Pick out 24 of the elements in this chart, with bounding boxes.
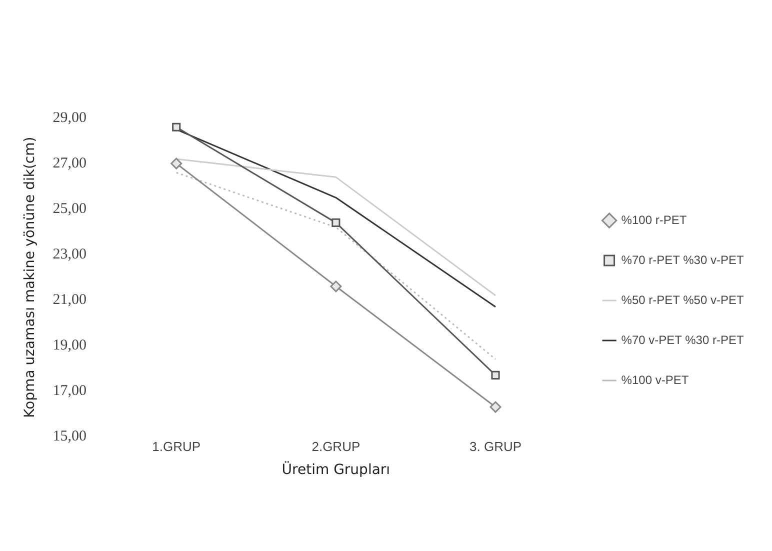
legend-label: %100 v-PET [621,372,690,387]
y-tick-label: 25,00 [52,200,87,217]
x-tick-label: 1.GRUP [152,438,201,454]
legend-label: %100 r-PET [621,212,688,227]
y-tick-label: 17,00 [52,383,87,400]
x-axis-title: Üretim Grupları [282,461,390,478]
legend-label: %70 r-PET %30 v-PET [621,252,744,267]
point [170,158,182,170]
point [330,280,342,292]
legend-label: %70 v-PET %30 r-PET [621,332,744,347]
point [332,218,340,227]
y-tick-label: 27,00 [52,155,87,172]
y-tick-label: 19,00 [52,338,87,354]
legend-label: %50 r-PET %50 v-PET [621,292,744,307]
x-tick-label: 3. GRUP [470,438,522,454]
y-tick-label: 23,00 [52,246,87,262]
point [491,370,500,380]
y-tick-label: 15,00 [52,428,87,445]
y-tick-label: 21,00 [52,292,87,308]
point [172,122,181,132]
y-axis-title: Kopma uzaması makine yönüne dik(cm) [22,136,38,418]
x-tick-label: 2.GRUP [312,438,360,454]
y-tick-label: 29,00 [52,110,87,126]
point [490,401,502,413]
